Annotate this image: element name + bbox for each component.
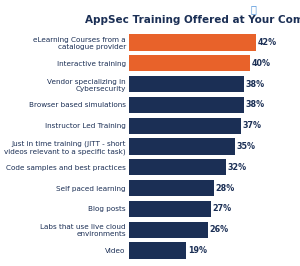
Bar [129, 76, 244, 92]
Text: 38%: 38% [246, 80, 265, 89]
Bar [129, 35, 256, 51]
Text: 19%: 19% [188, 246, 207, 255]
Bar [129, 222, 208, 238]
Bar [129, 118, 241, 134]
Bar [129, 180, 214, 196]
Bar [129, 97, 244, 113]
Text: 32%: 32% [228, 163, 247, 172]
Text: 40%: 40% [252, 59, 271, 68]
Text: 27%: 27% [212, 204, 232, 213]
Text: ⓘ: ⓘ [250, 4, 256, 14]
Text: 37%: 37% [243, 121, 262, 130]
Text: 28%: 28% [215, 184, 235, 193]
Bar [129, 242, 186, 259]
Title: AppSec Training Offered at Your Company  : AppSec Training Offered at Your Company [85, 15, 300, 25]
Text: 42%: 42% [258, 38, 277, 47]
Text: 26%: 26% [209, 225, 229, 234]
Bar [129, 201, 211, 217]
Text: 38%: 38% [246, 101, 265, 109]
Bar [129, 55, 250, 72]
Text: 35%: 35% [237, 142, 256, 151]
Bar [129, 159, 226, 175]
Bar [129, 138, 235, 155]
